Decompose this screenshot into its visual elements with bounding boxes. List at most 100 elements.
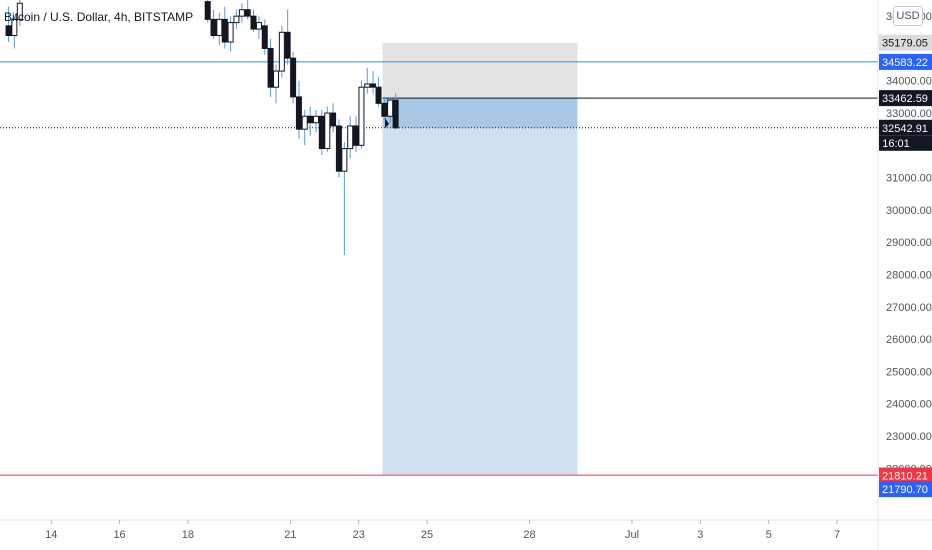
candle[interactable] (392, 93, 399, 130)
candle[interactable] (341, 142, 348, 256)
time-tick-label: 3 (697, 529, 703, 541)
price-tick-label: 24000.00 (886, 399, 932, 411)
candle[interactable] (261, 19, 268, 55)
candle-body (210, 18, 217, 37)
time-tick-label: 23 (353, 529, 365, 541)
candle[interactable] (278, 25, 285, 78)
time-tick-label: 25 (421, 529, 433, 541)
candle-body (267, 47, 274, 88)
candle[interactable] (370, 71, 377, 94)
candle-body (244, 9, 251, 17)
candle-body (227, 22, 234, 43)
candles (5, 0, 399, 256)
time-tick-label: 18 (182, 529, 194, 541)
candle-body (370, 83, 377, 88)
time-axis: 14 16 18 21 23 25 28 Jul 3 5 7 (45, 520, 840, 541)
candle[interactable] (204, 0, 211, 23)
candle[interactable] (284, 9, 291, 65)
candle-body (204, 1, 211, 20)
candle[interactable] (227, 16, 234, 52)
price-label-red: 21810.21 (879, 467, 932, 484)
price-axis: 36000.0034000.0033000.0031000.0030000.00… (886, 11, 932, 475)
cursor-arrow-icon (385, 118, 389, 128)
position-zones (382, 42, 878, 475)
currency-badge[interactable]: USD (893, 6, 923, 26)
candle[interactable] (290, 51, 297, 104)
candle-body (318, 115, 325, 150)
candle[interactable] (244, 0, 251, 20)
candle-body (307, 115, 314, 124)
price-label-text: 33462.59 (882, 93, 928, 105)
candle[interactable] (210, 9, 217, 39)
time-tick-label: 14 (45, 529, 57, 541)
candle-body (330, 112, 337, 127)
price-tick-label: 26000.00 (886, 334, 932, 346)
price-label-blue: 34583.22 (879, 53, 932, 70)
price-label-text: 35179.05 (882, 38, 928, 50)
candle[interactable] (295, 80, 302, 139)
price-label-text: 21810.21 (882, 470, 928, 482)
candle-body (324, 112, 331, 150)
time-tick-label: 5 (766, 529, 772, 541)
candle-body (284, 31, 291, 59)
candle[interactable] (255, 16, 262, 39)
price-tick-label: 29000.00 (886, 237, 932, 249)
price-tick-label: 33000.00 (886, 108, 932, 120)
price-label-dark: 32542.91 (879, 119, 932, 136)
candle[interactable] (313, 109, 320, 133)
horizontal-lines (0, 61, 878, 476)
candle[interactable] (11, 16, 18, 49)
candle[interactable] (375, 77, 382, 107)
candle-body (358, 86, 365, 146)
candle-body (11, 18, 18, 37)
candle[interactable] (330, 103, 337, 133)
candle-body (347, 125, 354, 150)
price-label-text: 21790.70 (882, 484, 928, 496)
countdown-text: 16:01 (882, 138, 910, 150)
candle[interactable] (233, 9, 240, 30)
candle-body (295, 96, 302, 130)
candle-body (392, 99, 399, 129)
candle[interactable] (16, 0, 23, 26)
candle-body (216, 18, 223, 37)
candle[interactable] (307, 106, 314, 136)
candle-body (387, 99, 394, 117)
candle[interactable] (347, 116, 354, 159)
candle-body (16, 2, 23, 20)
candle[interactable] (221, 6, 228, 49)
price-label-dark: 33462.59 (879, 90, 932, 107)
countdown-label: 16:01 (879, 135, 932, 151)
candle-body (221, 18, 228, 43)
candle[interactable] (267, 38, 274, 97)
candle[interactable] (358, 80, 365, 149)
candle[interactable] (238, 3, 245, 23)
candle[interactable] (5, 6, 12, 42)
candle-body (255, 22, 262, 30)
price-tick-label: 25000.00 (886, 366, 932, 378)
candle-body (352, 125, 359, 146)
candle[interactable] (335, 119, 342, 178)
price-tick-label: 30000.00 (886, 205, 932, 217)
open-pnl-zone (382, 98, 578, 128)
candle-body (341, 148, 348, 172)
symbol-title[interactable]: Bitcoin / U.S. Dollar, 4h, BITSTAMP (4, 10, 194, 24)
time-tick-label: 21 (284, 529, 296, 541)
candle[interactable] (318, 109, 325, 156)
candle-body (278, 31, 285, 72)
time-tick-label: 7 (834, 529, 840, 541)
price-label-text: 34583.22 (882, 57, 928, 69)
price-label-gray: 35179.05 (879, 34, 932, 51)
price-tick-label: 34000.00 (886, 76, 932, 88)
candle-body (273, 70, 280, 88)
price-tick-label: 31000.00 (886, 173, 932, 185)
price-labels: 35179.05 34583.22 33462.59 32542.91 21810.21… (879, 34, 932, 498)
candle[interactable] (381, 96, 388, 120)
stop-loss-zone[interactable] (382, 42, 578, 99)
candle[interactable] (364, 67, 371, 94)
candle[interactable] (324, 106, 331, 152)
candle[interactable] (273, 64, 280, 104)
candle-body (233, 15, 240, 24)
time-tick-label: 28 (523, 529, 535, 541)
take-profit-zone[interactable] (382, 98, 578, 475)
